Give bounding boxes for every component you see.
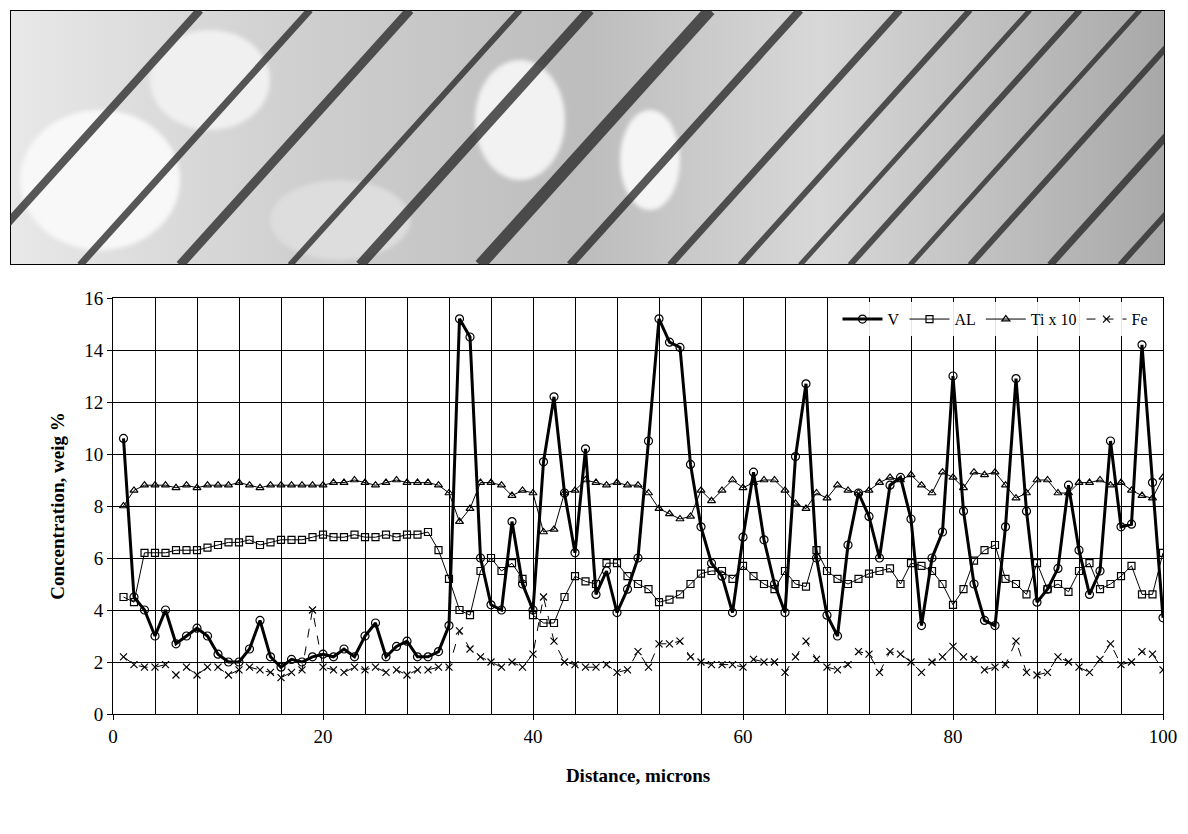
svg-text:40: 40 (524, 726, 543, 747)
svg-text:AL: AL (955, 311, 976, 328)
svg-text:V: V (888, 311, 900, 328)
svg-text:Ti x 10: Ti x 10 (1031, 311, 1077, 328)
svg-text:80: 80 (944, 726, 963, 747)
svg-text:12: 12 (84, 392, 103, 413)
svg-text:Concentration, weig %: Concentration, weig % (47, 412, 68, 599)
svg-text:Fe: Fe (1131, 311, 1147, 328)
svg-text:Distance, microns: Distance, microns (566, 765, 710, 786)
svg-text:14: 14 (84, 340, 104, 361)
svg-text:10: 10 (84, 444, 103, 465)
svg-text:60: 60 (734, 726, 753, 747)
svg-text:0: 0 (94, 704, 104, 725)
svg-text:100: 100 (1149, 726, 1178, 747)
svg-text:0: 0 (108, 726, 118, 747)
svg-text:2: 2 (94, 652, 104, 673)
svg-text:16: 16 (84, 288, 103, 309)
svg-text:20: 20 (314, 726, 333, 747)
svg-text:4: 4 (94, 600, 104, 621)
svg-text:6: 6 (94, 548, 104, 569)
svg-text:8: 8 (94, 496, 104, 517)
